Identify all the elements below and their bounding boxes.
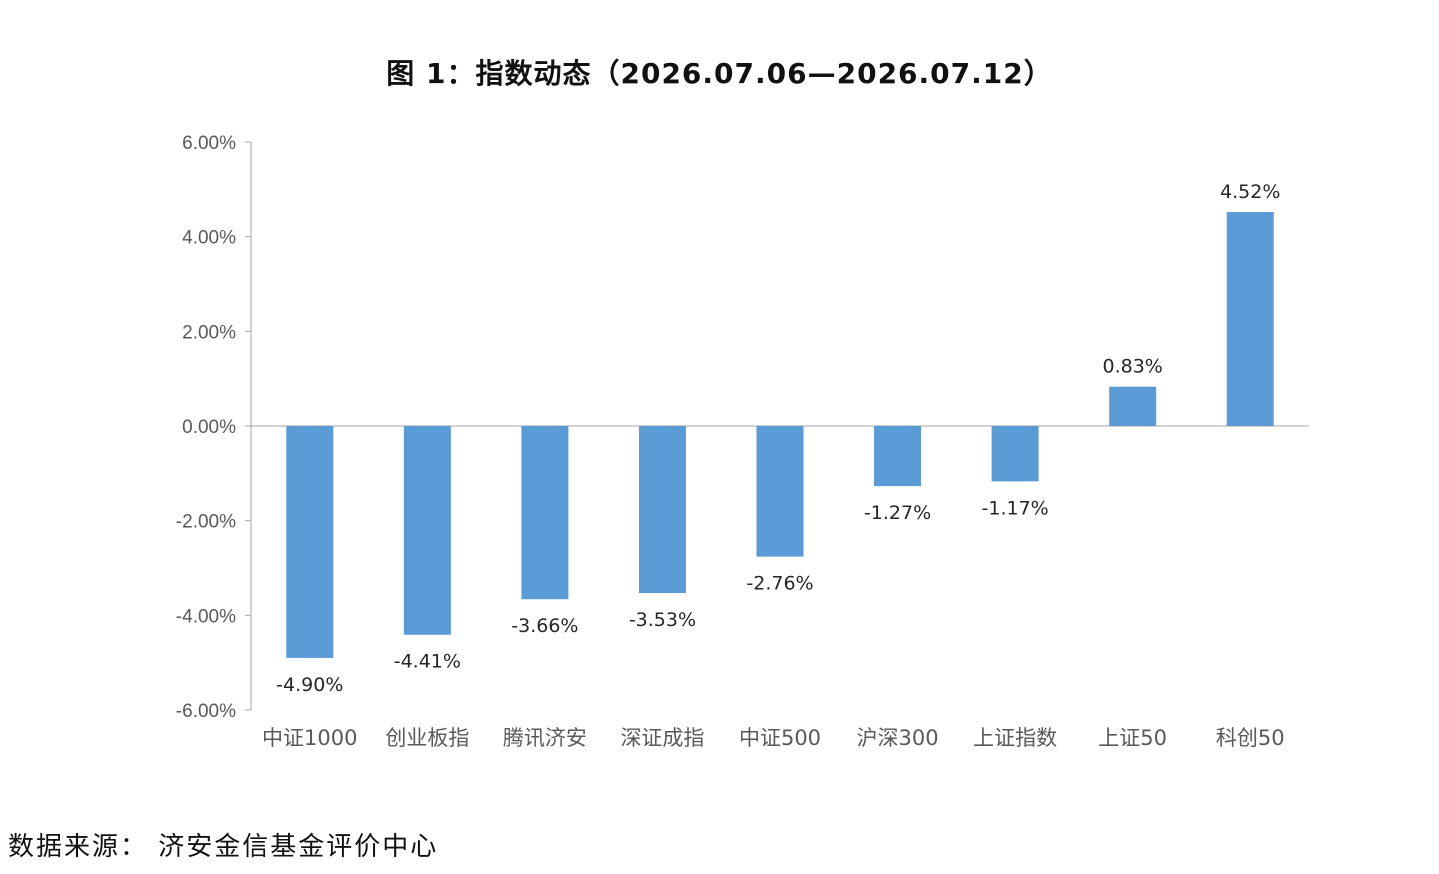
data-label: -4.90% bbox=[276, 674, 343, 696]
y-tick-label: -2.00% bbox=[176, 512, 236, 533]
category-label: 中证500 bbox=[739, 726, 821, 750]
y-tick-label: 4.00% bbox=[182, 228, 236, 249]
bar bbox=[1109, 386, 1157, 426]
bar bbox=[874, 426, 922, 487]
category-label: 上证指数 bbox=[973, 726, 1057, 750]
data-label: -3.53% bbox=[629, 609, 696, 631]
y-tick-label: -4.00% bbox=[176, 606, 236, 627]
data-label: 0.83% bbox=[1102, 356, 1162, 378]
bar bbox=[756, 426, 804, 557]
bar bbox=[286, 426, 334, 658]
data-label: -3.66% bbox=[511, 615, 578, 637]
y-tick-label: 0.00% bbox=[182, 417, 236, 438]
category-label: 深证成指 bbox=[620, 726, 704, 750]
chart-title: 图 1：指数动态（2026.07.06—2026.07.12） bbox=[386, 57, 1053, 90]
data-label: -2.76% bbox=[746, 573, 813, 595]
category-label: 创业板指 bbox=[385, 726, 469, 750]
bar bbox=[638, 426, 686, 594]
bar bbox=[403, 426, 451, 635]
source-note: 数据来源： 济安金信基金评价中心 bbox=[8, 832, 439, 862]
y-tick-label: 2.00% bbox=[182, 322, 236, 343]
category-label: 科创50 bbox=[1216, 726, 1285, 750]
bars bbox=[286, 212, 1274, 658]
data-label: -1.27% bbox=[864, 502, 931, 524]
y-tick-label: -6.00% bbox=[176, 701, 236, 722]
bar bbox=[991, 426, 1039, 482]
bar bbox=[1226, 212, 1274, 426]
data-label: 4.52% bbox=[1220, 181, 1280, 203]
category-label: 腾讯济安 bbox=[503, 726, 587, 750]
category-label: 中证1000 bbox=[262, 726, 357, 750]
y-axis: 6.00% 4.00% 2.00% 0.00% -2.00% -4.00% -6.00% bbox=[176, 133, 1309, 722]
data-label: -4.41% bbox=[394, 651, 461, 673]
x-axis-labels: 中证1000 创业板指 腾讯济安 深证成指 中证500 沪深300 上证指数 上证50 科创50 bbox=[262, 726, 1285, 750]
data-label: -1.17% bbox=[982, 497, 1049, 519]
category-label: 上证50 bbox=[1098, 726, 1167, 750]
category-label: 沪深300 bbox=[857, 726, 939, 750]
data-labels: -4.90% -4.41% -3.66% -3.53% -2.76% -1.27% -1.1… bbox=[276, 181, 1280, 696]
y-tick-label: 6.00% bbox=[182, 133, 236, 154]
bar bbox=[521, 426, 569, 600]
